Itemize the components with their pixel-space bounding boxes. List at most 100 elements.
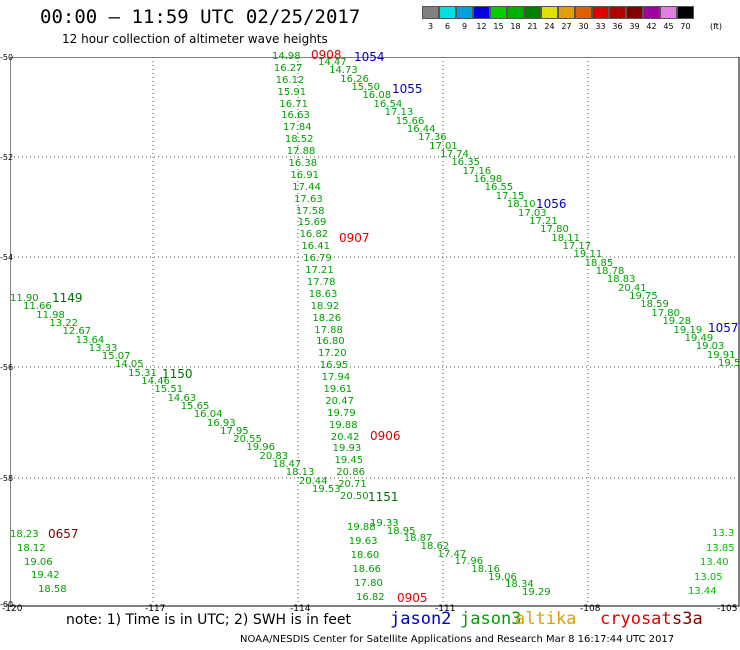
swh-value: 14.05 xyxy=(115,359,144,371)
swh-value: 18.78 xyxy=(595,266,625,278)
swh-value: 18.58 xyxy=(38,584,67,595)
map-grid xyxy=(10,57,740,607)
pass-time-label: 0908 xyxy=(311,48,342,62)
swh-value: 18.92 xyxy=(310,300,340,312)
swh-value: 17.96 xyxy=(454,556,484,568)
swh-value: 13.44 xyxy=(688,586,717,597)
swh-value: 16.38 xyxy=(288,158,318,170)
swh-value: 15.07 xyxy=(101,351,131,363)
swh-value: 17.03 xyxy=(518,207,547,219)
swh-value: 17.44 xyxy=(292,181,321,193)
swh-value: 14.47 xyxy=(318,57,347,68)
pass-time-label: 0905 xyxy=(397,591,428,605)
swh-value: 12.67 xyxy=(62,326,92,338)
swh-value: 20.50 xyxy=(340,491,369,502)
swh-value: 16.91 xyxy=(290,169,320,181)
legend-jason3: jason3 xyxy=(460,609,522,629)
scale-swatch xyxy=(456,6,473,19)
swh-value: 16.08 xyxy=(362,90,392,102)
swh-value: 20.86 xyxy=(336,467,365,479)
swh-value: 17.17 xyxy=(562,240,592,252)
swh-value: 17.84 xyxy=(283,122,312,134)
swh-value: 19.91 xyxy=(706,349,736,361)
swh-value: 16.54 xyxy=(373,98,403,110)
scale-label: 45 xyxy=(663,22,674,31)
swh-value: 18.66 xyxy=(352,564,382,575)
swh-value: 18.12 xyxy=(17,542,46,554)
legend-cryosat: cryosat xyxy=(600,609,672,629)
swh-value: 19.49 xyxy=(684,332,714,344)
scale-swatch xyxy=(422,6,439,19)
swh-value: 13.33 xyxy=(88,342,118,354)
swh-value: 19.42 xyxy=(31,570,60,582)
legend-altika: altika xyxy=(515,609,577,629)
swh-value: 17.80 xyxy=(651,307,680,319)
swh-value: 11.90 xyxy=(10,293,39,304)
swh-value: 17.74 xyxy=(440,148,469,160)
scale-swatch xyxy=(473,6,490,19)
scale-swatch xyxy=(626,6,643,19)
lon-label: -105 xyxy=(717,604,738,614)
swh-value: 16.82 xyxy=(299,229,329,241)
swh-value: 16.27 xyxy=(273,62,303,74)
swh-value: 18.95 xyxy=(386,525,416,537)
lat-label: -50 xyxy=(0,53,14,62)
swh-value: 17.13 xyxy=(384,107,414,119)
pass-time-label: 1054 xyxy=(354,50,385,64)
swh-value: 15.50 xyxy=(351,82,380,94)
swh-value: 16.26 xyxy=(340,73,369,85)
pass-time-label: 1056 xyxy=(536,197,567,211)
legend-jason2: jason2 xyxy=(390,609,452,629)
scale-label: 12 xyxy=(476,22,487,31)
swh-value: 16.98 xyxy=(473,174,503,186)
swh-value: 16.93 xyxy=(206,417,236,429)
swh-value: 19.93 xyxy=(332,443,362,455)
lon-label: -120 xyxy=(2,604,23,614)
swh-value: 19.33 xyxy=(370,518,399,529)
swh-value: 13.64 xyxy=(75,334,105,346)
swh-value: 14.98 xyxy=(272,51,301,62)
scale-swatch xyxy=(439,6,456,19)
swh-value: 19.96 xyxy=(246,442,275,454)
scale-label: 15 xyxy=(493,22,504,31)
swh-value: 20.42 xyxy=(330,431,360,443)
map-title: 00:00 – 11:59 UTC 02/25/2017 xyxy=(40,6,361,28)
scale-label: 39 xyxy=(629,22,640,31)
swh-value: 17.01 xyxy=(429,140,458,152)
swh-value: 19.06 xyxy=(488,571,517,583)
swh-value: 13.85 xyxy=(706,542,735,554)
swh-value: 18.60 xyxy=(350,550,380,561)
map-subtitle: 12 hour collection of altimeter wave hei… xyxy=(62,32,328,46)
swh-value: 18.83 xyxy=(606,274,636,286)
scale-swatch xyxy=(592,6,609,19)
swh-value: 17.36 xyxy=(418,132,447,144)
scale-label: 6 xyxy=(444,22,451,31)
swh-value: 19.28 xyxy=(662,316,692,328)
pass-time-label: 0657 xyxy=(48,527,79,541)
swh-value: 15.65 xyxy=(180,400,210,412)
lon-label: -114 xyxy=(290,604,311,614)
scale-label: 33 xyxy=(595,22,606,31)
swh-value: 18.10 xyxy=(506,199,536,211)
swh-value: 17.16 xyxy=(462,165,492,177)
swh-value: 19.5 xyxy=(718,358,740,369)
swh-value: 17.21 xyxy=(305,265,334,277)
pass-time-label: 1150 xyxy=(162,367,193,381)
swh-value: 18.23 xyxy=(10,529,39,540)
swh-value: 19.63 xyxy=(348,536,378,547)
swh-value: 15.91 xyxy=(277,86,307,98)
swh-value: 18.85 xyxy=(584,257,614,269)
swh-value: 19.45 xyxy=(334,455,364,467)
pass-time-label: 1149 xyxy=(52,291,83,305)
swh-value: 20.41 xyxy=(618,282,647,294)
lat-label: -52 xyxy=(0,153,14,162)
scale-label: 70 xyxy=(680,22,691,31)
scale-swatch xyxy=(660,6,677,19)
swh-value: 13.40 xyxy=(700,557,729,568)
pass-time-label: 1151 xyxy=(368,490,399,504)
scale-swatch xyxy=(507,6,524,19)
swh-value: 18.63 xyxy=(308,288,338,300)
swh-value: 15.69 xyxy=(297,217,327,229)
swh-value: 19.53 xyxy=(312,484,341,495)
swh-value: 20.47 xyxy=(325,395,354,407)
